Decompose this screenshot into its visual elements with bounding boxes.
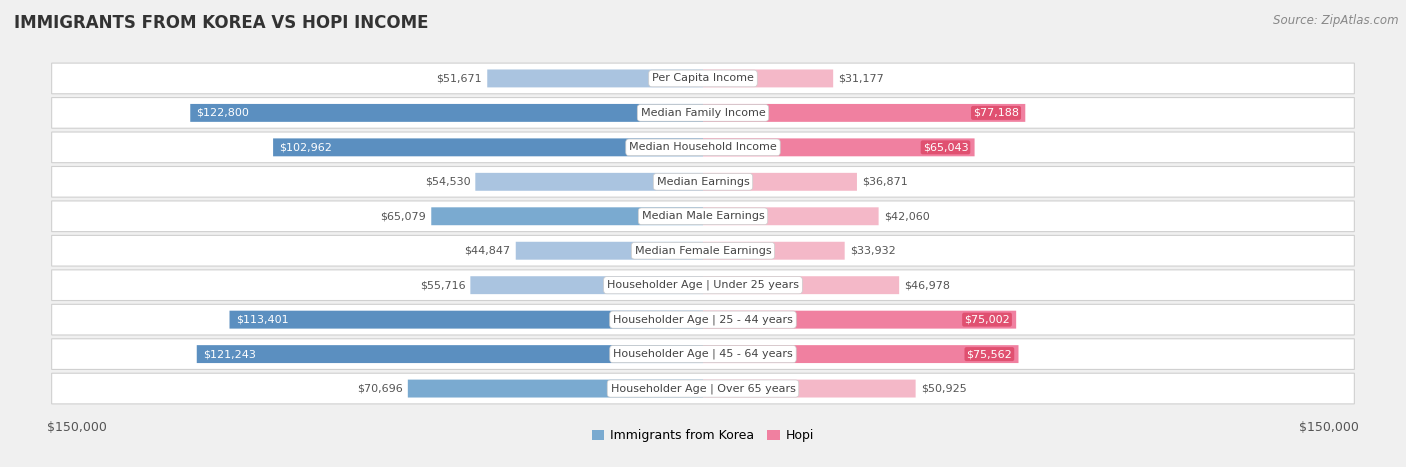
Text: $75,562: $75,562 bbox=[966, 349, 1012, 359]
Text: $33,932: $33,932 bbox=[849, 246, 896, 256]
Text: $121,243: $121,243 bbox=[202, 349, 256, 359]
FancyBboxPatch shape bbox=[190, 104, 703, 122]
FancyBboxPatch shape bbox=[52, 270, 1354, 301]
Text: $42,060: $42,060 bbox=[883, 211, 929, 221]
Text: $36,871: $36,871 bbox=[862, 177, 908, 187]
FancyBboxPatch shape bbox=[52, 63, 1354, 94]
Text: Median Family Income: Median Family Income bbox=[641, 108, 765, 118]
Text: $75,002: $75,002 bbox=[965, 315, 1010, 325]
FancyBboxPatch shape bbox=[408, 380, 703, 397]
Text: $51,671: $51,671 bbox=[437, 73, 482, 84]
Text: $102,962: $102,962 bbox=[280, 142, 332, 152]
Text: $55,716: $55,716 bbox=[420, 280, 465, 290]
FancyBboxPatch shape bbox=[229, 311, 703, 329]
FancyBboxPatch shape bbox=[52, 235, 1354, 266]
FancyBboxPatch shape bbox=[197, 345, 703, 363]
FancyBboxPatch shape bbox=[703, 345, 1018, 363]
Text: $77,188: $77,188 bbox=[973, 108, 1019, 118]
FancyBboxPatch shape bbox=[52, 166, 1354, 197]
FancyBboxPatch shape bbox=[703, 242, 845, 260]
FancyBboxPatch shape bbox=[703, 138, 974, 156]
FancyBboxPatch shape bbox=[52, 373, 1354, 404]
FancyBboxPatch shape bbox=[432, 207, 703, 225]
Text: $44,847: $44,847 bbox=[464, 246, 510, 256]
Text: $46,978: $46,978 bbox=[904, 280, 950, 290]
FancyBboxPatch shape bbox=[475, 173, 703, 191]
Text: $50,925: $50,925 bbox=[921, 383, 966, 394]
Text: Householder Age | Over 65 years: Householder Age | Over 65 years bbox=[610, 383, 796, 394]
Text: Householder Age | Under 25 years: Householder Age | Under 25 years bbox=[607, 280, 799, 290]
FancyBboxPatch shape bbox=[52, 304, 1354, 335]
FancyBboxPatch shape bbox=[703, 207, 879, 225]
Text: $54,530: $54,530 bbox=[425, 177, 470, 187]
Text: Median Male Earnings: Median Male Earnings bbox=[641, 211, 765, 221]
Text: $122,800: $122,800 bbox=[197, 108, 249, 118]
FancyBboxPatch shape bbox=[488, 70, 703, 87]
FancyBboxPatch shape bbox=[703, 311, 1017, 329]
FancyBboxPatch shape bbox=[273, 138, 703, 156]
FancyBboxPatch shape bbox=[52, 201, 1354, 232]
Text: Source: ZipAtlas.com: Source: ZipAtlas.com bbox=[1274, 14, 1399, 27]
Legend: Immigrants from Korea, Hopi: Immigrants from Korea, Hopi bbox=[586, 425, 820, 447]
Text: $65,079: $65,079 bbox=[381, 211, 426, 221]
Text: Householder Age | 45 - 64 years: Householder Age | 45 - 64 years bbox=[613, 349, 793, 359]
FancyBboxPatch shape bbox=[52, 98, 1354, 128]
FancyBboxPatch shape bbox=[52, 339, 1354, 369]
FancyBboxPatch shape bbox=[52, 132, 1354, 163]
FancyBboxPatch shape bbox=[703, 276, 900, 294]
Text: $65,043: $65,043 bbox=[922, 142, 969, 152]
FancyBboxPatch shape bbox=[703, 104, 1025, 122]
Text: $113,401: $113,401 bbox=[236, 315, 288, 325]
Text: Per Capita Income: Per Capita Income bbox=[652, 73, 754, 84]
FancyBboxPatch shape bbox=[516, 242, 703, 260]
Text: Median Earnings: Median Earnings bbox=[657, 177, 749, 187]
FancyBboxPatch shape bbox=[471, 276, 703, 294]
Text: $31,177: $31,177 bbox=[838, 73, 884, 84]
Text: Median Household Income: Median Household Income bbox=[628, 142, 778, 152]
Text: Householder Age | 25 - 44 years: Householder Age | 25 - 44 years bbox=[613, 314, 793, 325]
Text: Median Female Earnings: Median Female Earnings bbox=[634, 246, 772, 256]
Text: IMMIGRANTS FROM KOREA VS HOPI INCOME: IMMIGRANTS FROM KOREA VS HOPI INCOME bbox=[14, 14, 429, 32]
FancyBboxPatch shape bbox=[703, 70, 834, 87]
FancyBboxPatch shape bbox=[703, 173, 856, 191]
FancyBboxPatch shape bbox=[703, 380, 915, 397]
Text: $70,696: $70,696 bbox=[357, 383, 402, 394]
